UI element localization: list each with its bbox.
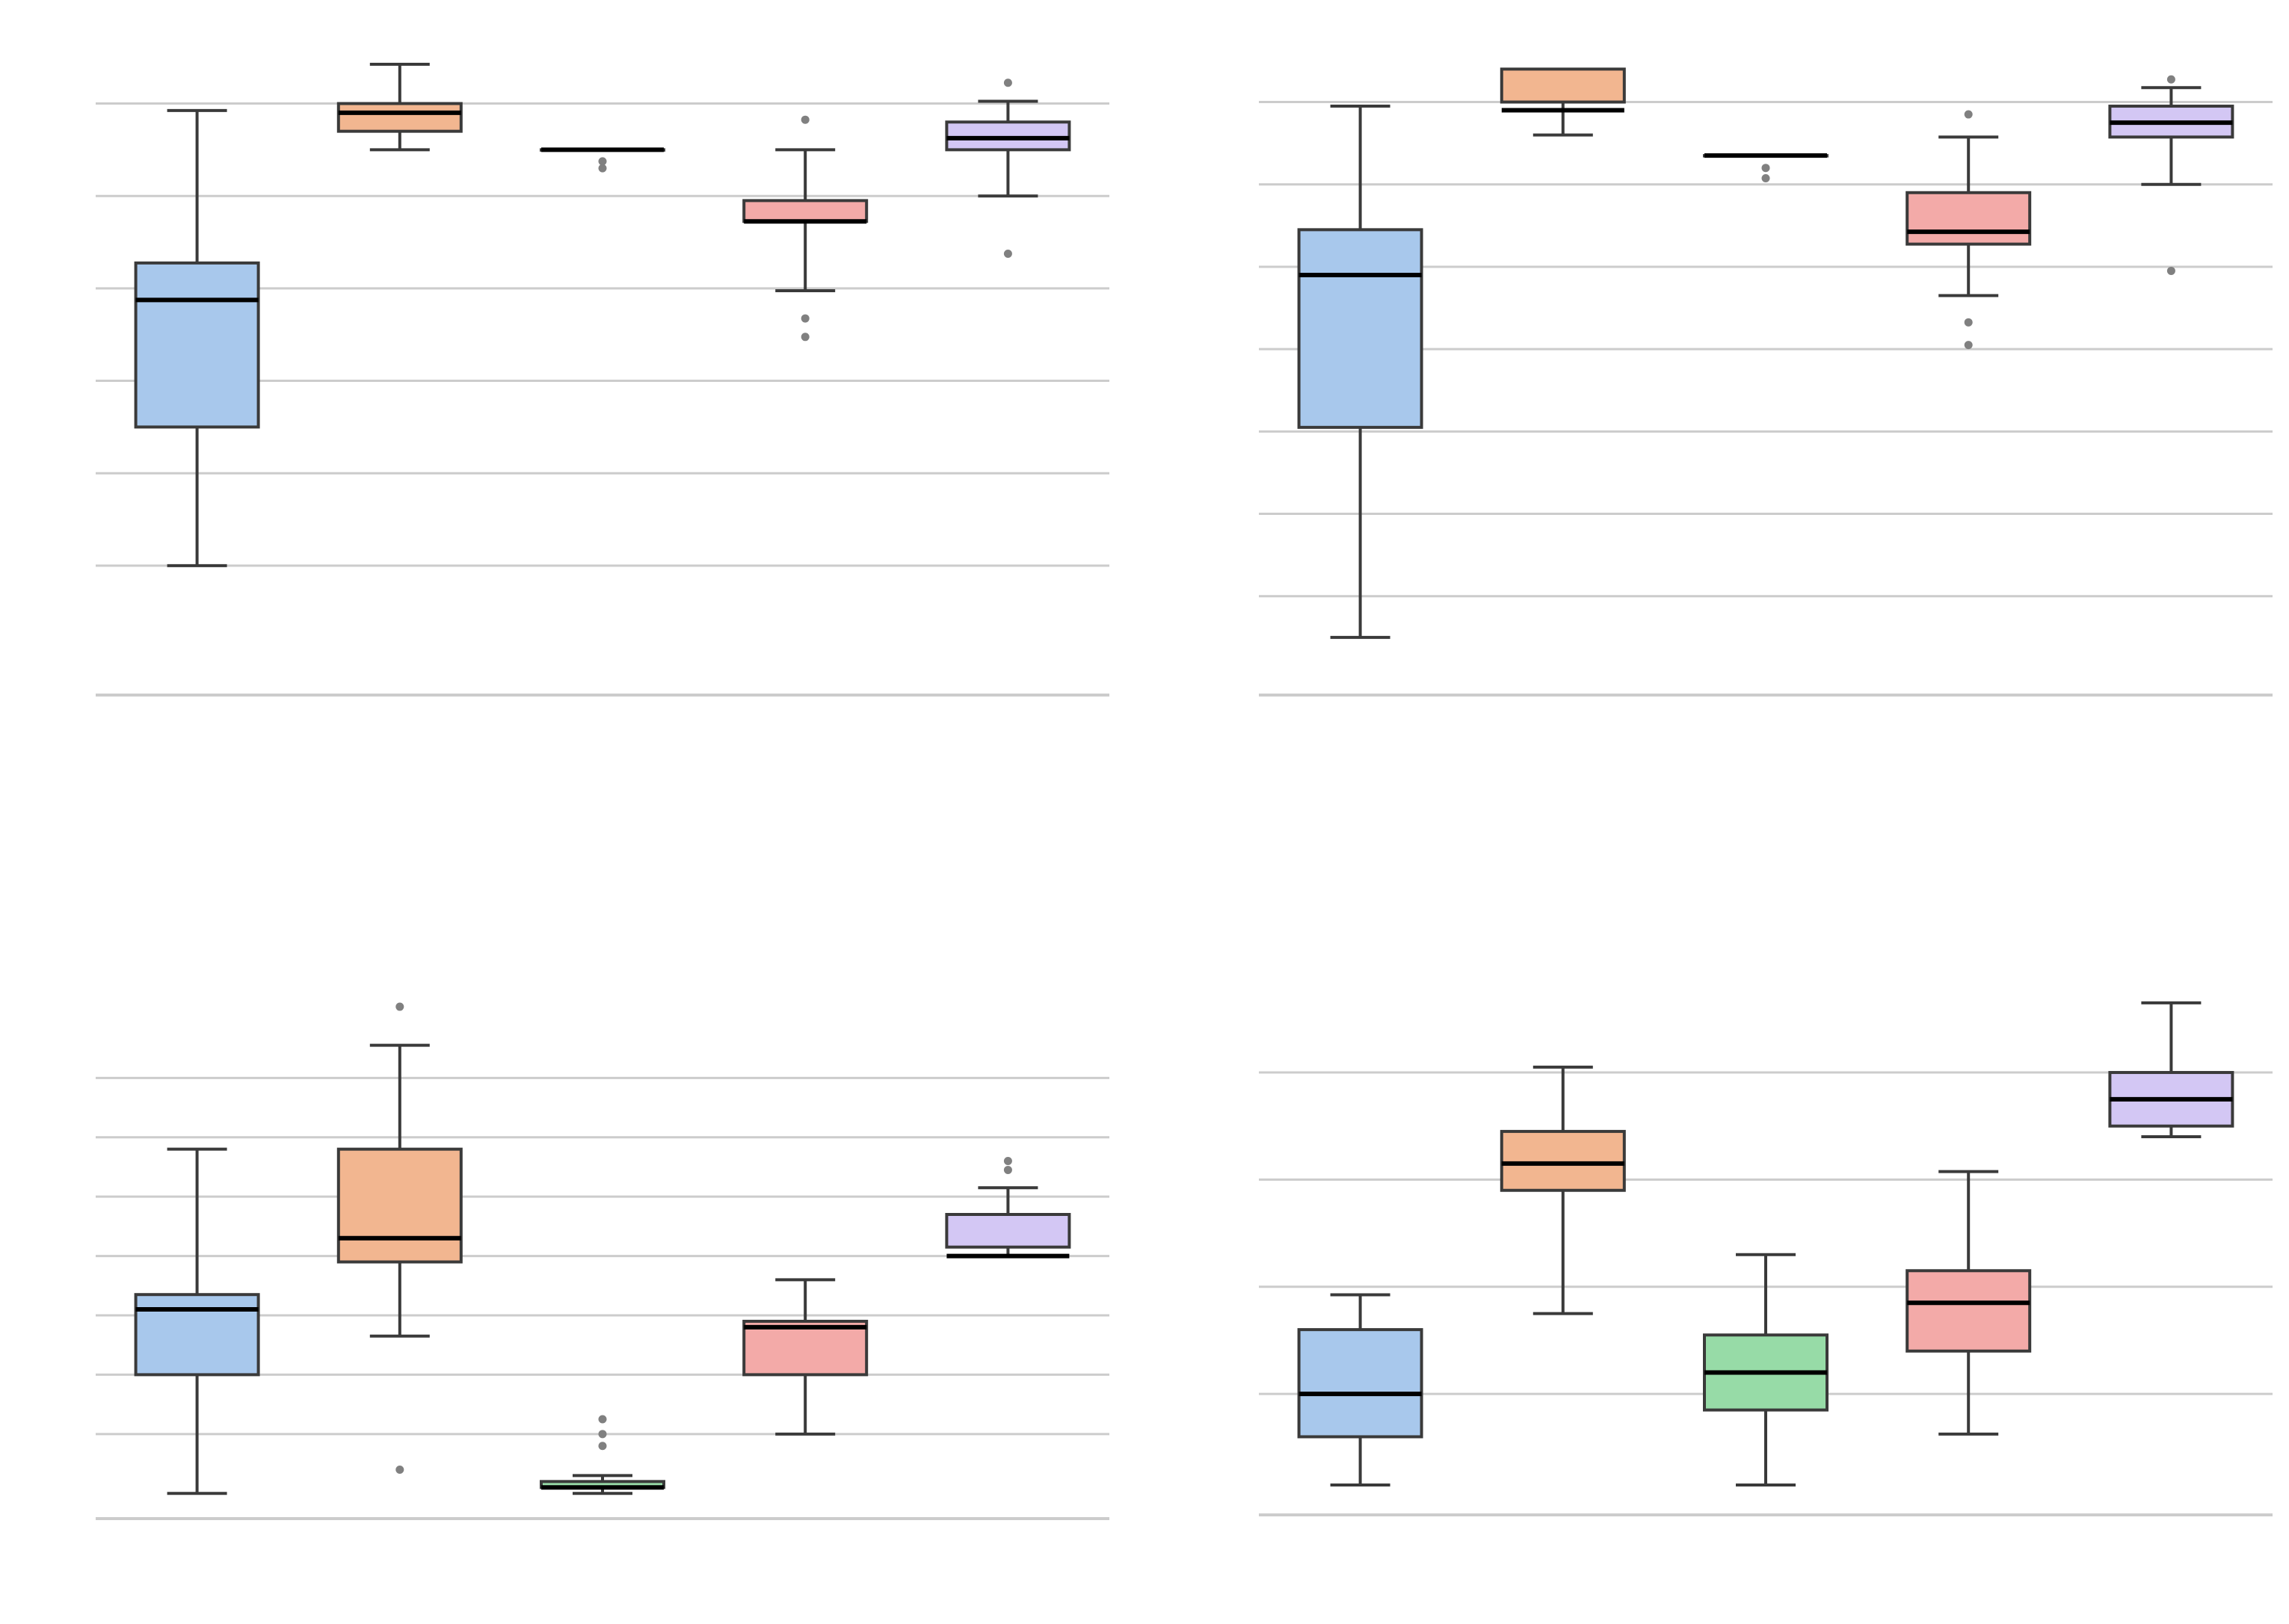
chart-1-box-5-outlier-2 bbox=[1003, 250, 1012, 259]
chart-1-box-3-outlier-2 bbox=[598, 164, 607, 173]
chart-1-box-4-outlier-1 bbox=[801, 115, 810, 124]
chart-1-box-4-iqr bbox=[742, 199, 869, 223]
chart-2-box-4-iqr bbox=[1906, 191, 2032, 246]
chart-2-box-5-outlier-2 bbox=[2166, 266, 2175, 275]
chart-3-box-5-outlier-2 bbox=[1003, 1157, 1012, 1166]
chart-3-box-5-iqr bbox=[945, 1213, 1071, 1249]
chart-2-box-4-outlier-1 bbox=[1964, 110, 1973, 119]
chart-3-box-2-outlier-1 bbox=[395, 1002, 404, 1011]
chart-2-box-3-outlier-2 bbox=[1761, 173, 1770, 182]
chart-1-box-5-outlier-1 bbox=[1003, 78, 1012, 87]
chart-3-box-2-outlier-2 bbox=[395, 1465, 404, 1474]
chart-3-box-1-iqr bbox=[134, 1293, 260, 1377]
chart-3-box-3-outlier-2 bbox=[598, 1430, 607, 1439]
chart-3-box-3-outlier-3 bbox=[598, 1415, 607, 1424]
chart-1-box-3-outlier-1 bbox=[598, 157, 607, 166]
chart-3-box-2-iqr bbox=[336, 1147, 463, 1264]
chart-4-box-1-iqr bbox=[1297, 1328, 1423, 1439]
chart-3-box-3-outlier-1 bbox=[598, 1442, 607, 1451]
chart-1-box-2-iqr bbox=[336, 102, 463, 133]
chart-2-box-5-outlier-1 bbox=[2166, 75, 2175, 84]
chart-1-box-5-iqr bbox=[945, 120, 1071, 152]
chart-2-box-4-outlier-2 bbox=[1964, 318, 1973, 327]
chart-2-box-2-iqr bbox=[1500, 67, 1626, 104]
chart-1-box-4-outlier-3 bbox=[801, 333, 810, 342]
chart-2-box-3-outlier-1 bbox=[1761, 164, 1770, 173]
chart-3-box-4-iqr bbox=[742, 1319, 869, 1377]
chart-1-box-4-outlier-2 bbox=[801, 314, 810, 323]
chart-4-box-2-iqr bbox=[1500, 1129, 1626, 1192]
chart-4-box-4-iqr bbox=[1906, 1269, 2032, 1353]
chart-3-box-5-outlier-1 bbox=[1003, 1165, 1012, 1174]
chart-1-box-1-iqr bbox=[134, 261, 260, 429]
chart-2-box-1-iqr bbox=[1297, 228, 1423, 429]
chart-2-box-4-outlier-3 bbox=[1964, 341, 1973, 350]
